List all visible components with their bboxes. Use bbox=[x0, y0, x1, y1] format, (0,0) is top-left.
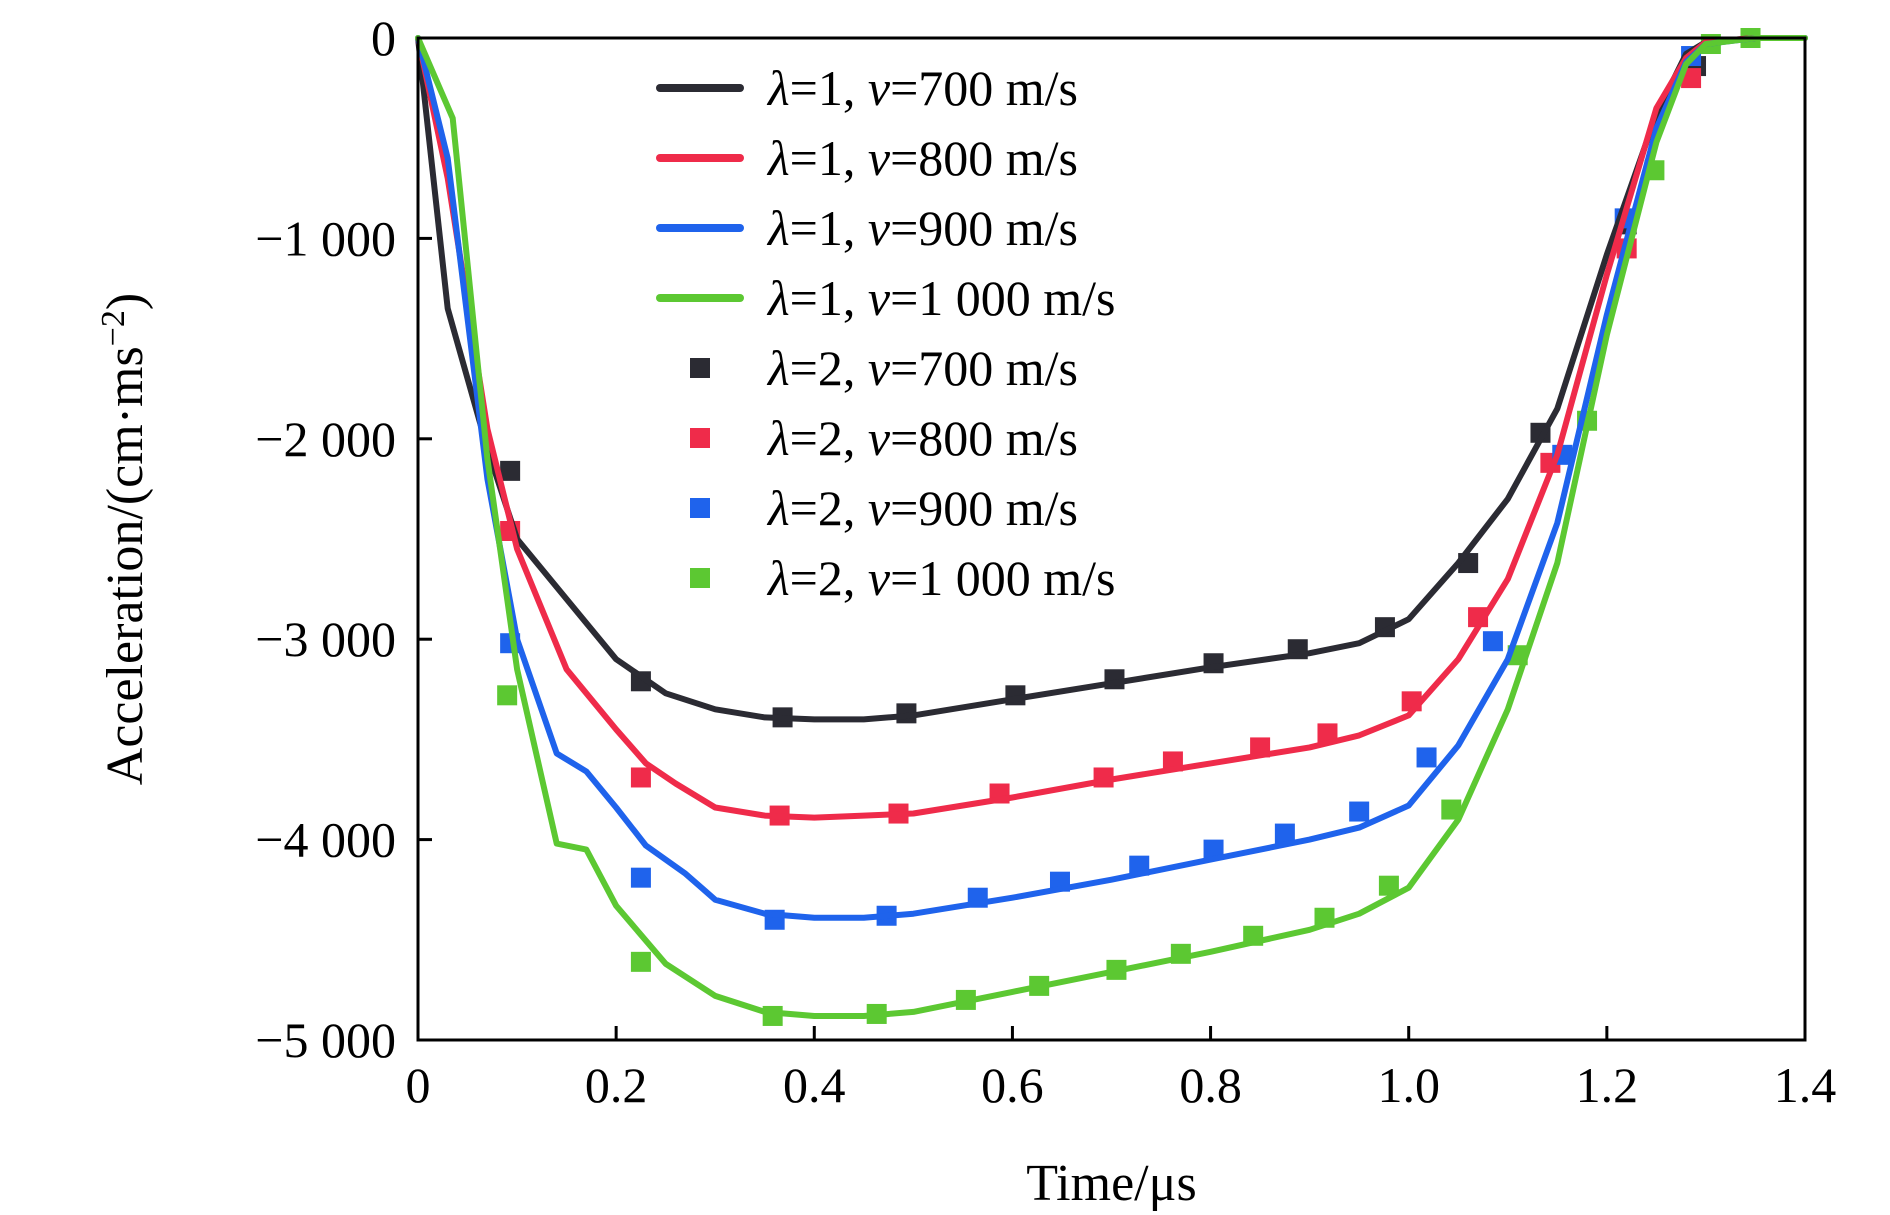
legend-swatch-marker bbox=[690, 568, 710, 588]
y-tick-label: −2 000 bbox=[255, 411, 396, 467]
data-point bbox=[1378, 875, 1399, 896]
data-point bbox=[1416, 747, 1437, 768]
legend-item: λ=1, v=1 000 m/s bbox=[656, 270, 1116, 326]
x-tick-label: 0.8 bbox=[1179, 1057, 1242, 1113]
legend-item: λ=1, v=700 m/s bbox=[656, 60, 1078, 116]
data-point bbox=[500, 460, 521, 481]
x-tick-label: 0.2 bbox=[585, 1057, 648, 1113]
data-point bbox=[1349, 801, 1370, 822]
legend-item: λ=2, v=1 000 m/s bbox=[690, 550, 1116, 606]
legend-item: λ=1, v=900 m/s bbox=[656, 200, 1078, 256]
y-tick-label: −5 000 bbox=[255, 1012, 396, 1068]
x-tick-label: 1.2 bbox=[1576, 1057, 1639, 1113]
x-tick-label: 0.6 bbox=[981, 1057, 1044, 1113]
legend-label: λ=1, v=900 m/s bbox=[766, 200, 1078, 256]
plot-frame bbox=[416, 36, 1807, 1042]
legend-item: λ=2, v=800 m/s bbox=[690, 410, 1078, 466]
legend-swatch-marker bbox=[690, 428, 710, 448]
y-tick-label: −1 000 bbox=[255, 210, 396, 266]
series-line-3 bbox=[415, 35, 1808, 1019]
series-markers-1 bbox=[500, 68, 1702, 826]
legend: λ=1, v=700 m/s λ=1, v=800 m/s λ=1, v=900 m… bbox=[656, 60, 1116, 606]
legend-swatch-marker bbox=[690, 498, 710, 518]
y-tick-label: −3 000 bbox=[255, 611, 396, 667]
y-axis-label-superscript: −2 bbox=[95, 310, 132, 346]
y-tick-label: −4 000 bbox=[255, 812, 396, 868]
data-point bbox=[1203, 839, 1224, 860]
series-line-1 bbox=[415, 35, 1808, 821]
legend-swatch-marker bbox=[690, 358, 710, 378]
legend-label: λ=1, v=700 m/s bbox=[766, 60, 1078, 116]
legend-label: λ=2, v=900 m/s bbox=[766, 480, 1078, 536]
data-point bbox=[497, 685, 518, 706]
data-point bbox=[1441, 799, 1462, 820]
legend-label: λ=1, v=800 m/s bbox=[766, 130, 1078, 186]
y-axis-label-main: Acceleration/(cm·ms bbox=[97, 346, 154, 785]
x-tick-label: 0 bbox=[406, 1057, 431, 1113]
series-line-2 bbox=[415, 35, 1808, 921]
legend-label: λ=2, v=1 000 m/s bbox=[766, 550, 1116, 606]
x-tick-label: 1.4 bbox=[1774, 1057, 1837, 1113]
legend-label: λ=2, v=800 m/s bbox=[766, 410, 1078, 466]
data-point bbox=[1317, 723, 1338, 744]
x-axis-label: Time/μs bbox=[1026, 1155, 1196, 1212]
data-point bbox=[1482, 631, 1503, 652]
data-point bbox=[630, 867, 651, 888]
data-point bbox=[630, 951, 651, 972]
y-axis-label-close: ) bbox=[97, 293, 154, 310]
legend-item: λ=1, v=800 m/s bbox=[656, 130, 1078, 186]
legend-label: λ=1, v=1 000 m/s bbox=[766, 270, 1116, 326]
data-point bbox=[630, 767, 651, 788]
ticks-layer: 0 0.2 0.4 0.6 0.8 1.0 1.2 1.4 0 −1 000 −2 000 −3 00… bbox=[255, 10, 1836, 1113]
series-markers-2 bbox=[500, 46, 1702, 930]
legend-label: λ=2, v=700 m/s bbox=[766, 340, 1078, 396]
data-point bbox=[1681, 68, 1702, 89]
legend-item: λ=2, v=700 m/s bbox=[690, 340, 1078, 396]
y-tick-label: 0 bbox=[371, 10, 396, 66]
x-tick-label: 0.4 bbox=[783, 1057, 846, 1113]
series-layer bbox=[415, 28, 1808, 1026]
x-tick-label: 1.0 bbox=[1377, 1057, 1440, 1113]
data-point bbox=[1274, 823, 1295, 844]
legend-item: λ=2, v=900 m/s bbox=[690, 480, 1078, 536]
y-axis-label: Acceleration/(cm·ms−2) bbox=[95, 293, 154, 785]
